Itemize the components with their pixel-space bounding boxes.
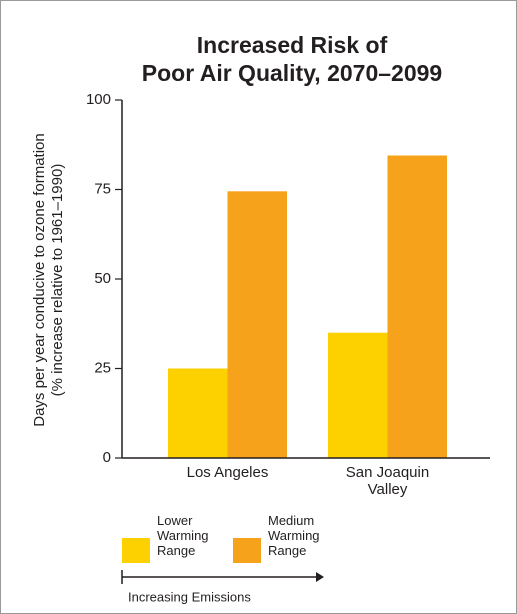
legend-swatch [233, 538, 261, 563]
x-tick-label: San Joaquin Valley [346, 464, 429, 498]
legend-label: Medium Warming Range [268, 513, 320, 558]
y-tick-label: 50 [94, 270, 111, 287]
bar [168, 368, 228, 458]
bar [328, 332, 388, 458]
y-tick-label: 100 [86, 91, 111, 108]
chart-title: Increased Risk of [197, 32, 388, 58]
x-tick-label: Los Angeles [187, 464, 269, 481]
y-axis-label: Days per year conducive to ozone formati… [31, 133, 48, 427]
chart-title: Poor Air Quality, 2070–2099 [142, 60, 442, 86]
bar [387, 155, 447, 459]
arrow-head [316, 572, 324, 582]
legend-label: Lower Warming Range [157, 513, 209, 558]
y-tick-label: 75 [94, 180, 111, 197]
legend-swatch [122, 538, 150, 563]
annotation: Increasing Emissions [128, 589, 251, 604]
y-tick-label: 25 [94, 359, 111, 376]
bar [227, 191, 287, 459]
y-axis-label: (% increase relative to 1961–1990) [49, 164, 66, 397]
y-tick-label: 0 [103, 449, 111, 466]
